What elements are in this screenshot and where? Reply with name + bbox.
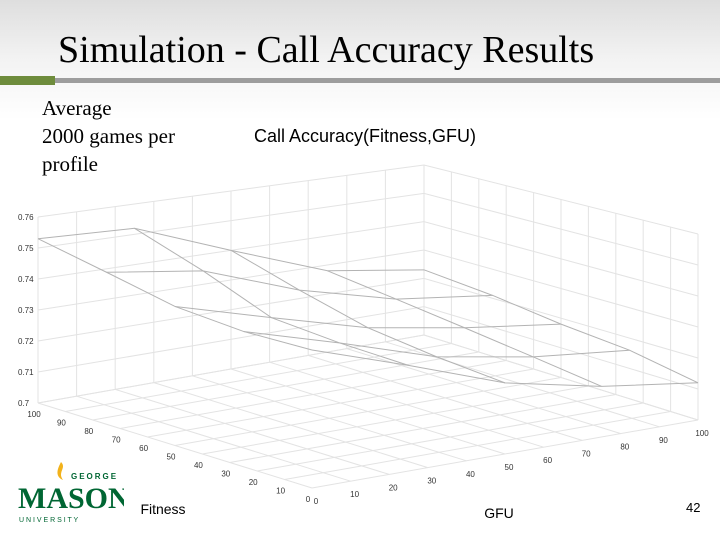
grid-line-horizontal xyxy=(37,192,699,266)
y-tick-label: 40 xyxy=(466,470,475,479)
grid-line-floor xyxy=(230,368,506,455)
logo-university-text: U N I V E R S I T Y xyxy=(19,517,78,524)
grid-line-floor xyxy=(147,368,534,438)
grid-line-floor xyxy=(65,343,452,412)
chart-title: Call Accuracy(Fitness,GFU) xyxy=(254,126,476,146)
average-note-line-3: profile xyxy=(42,152,98,176)
title-rule-accent xyxy=(0,76,55,85)
z-tick-label: 0.75 xyxy=(18,244,34,253)
x-axis-label: Fitness xyxy=(140,501,185,517)
x-tick-label: 90 xyxy=(57,419,66,428)
x-tick-label: 50 xyxy=(167,453,176,462)
average-note-line-1: Average xyxy=(42,96,112,120)
y-tick-label: 100 xyxy=(695,429,709,438)
y-tick-label: 10 xyxy=(350,490,359,499)
average-note: Average 2000 games per profile xyxy=(42,94,175,178)
x-tick-label: 20 xyxy=(249,478,258,487)
y-tick-label: 70 xyxy=(582,449,591,458)
z-tick-label: 0.7 xyxy=(18,399,30,408)
surface-line-fitness xyxy=(106,270,493,300)
grid-line-floor xyxy=(120,360,507,429)
z-tick-label: 0.76 xyxy=(18,213,34,222)
z-tick-label: 0.71 xyxy=(18,368,34,377)
surface-mesh xyxy=(37,227,699,387)
x-tick-label: 100 xyxy=(27,410,41,419)
title-rule xyxy=(55,78,720,83)
z-tick-label: 0.72 xyxy=(18,337,34,346)
surface-line-gfu xyxy=(327,270,602,387)
x-tick-label: 10 xyxy=(276,487,285,496)
logo-george-text: GEORGE xyxy=(71,472,118,481)
grid-line-floor xyxy=(308,354,583,441)
surface-line-fitness xyxy=(243,330,630,358)
grid-line-horizontal xyxy=(37,221,699,297)
x-tick-label: 80 xyxy=(84,427,93,436)
slide-title: Simulation - Call Accuracy Results xyxy=(58,29,595,71)
page-number: 42 xyxy=(686,500,701,515)
surface-line-gfu xyxy=(37,238,313,351)
grid-line-horizontal xyxy=(37,334,699,421)
x-tick-label: 70 xyxy=(112,436,121,445)
average-note-line-2: 2000 games per xyxy=(42,124,175,148)
z-tick-label: 0.73 xyxy=(18,306,34,315)
surface-line-gfu xyxy=(423,269,699,384)
grid-line-horizontal xyxy=(37,306,699,390)
george-mason-logo: GEORGE MASON U N I V E R S I T Y xyxy=(18,462,124,524)
grid-line-horizontal xyxy=(37,164,699,235)
surface-line-gfu xyxy=(134,227,409,366)
logo-mason-text: MASON xyxy=(18,482,124,515)
grid-line-horizontal xyxy=(37,277,699,359)
grid-line-floor xyxy=(269,361,544,448)
grid-line-floor xyxy=(92,351,479,421)
x-tick-label: 40 xyxy=(194,461,203,470)
surface-line-gfu xyxy=(230,249,506,384)
y-tick-label: 60 xyxy=(543,456,552,465)
y-axis-label: GFU xyxy=(484,505,514,521)
logo-torch-flame xyxy=(57,462,63,480)
y-tick-label: 30 xyxy=(427,477,436,486)
x-tick-label: 30 xyxy=(221,470,230,479)
y-tick-label: 0 xyxy=(314,497,319,506)
z-tick-label: 0.74 xyxy=(18,275,34,284)
y-tick-label: 50 xyxy=(505,463,514,472)
grid-line-floor xyxy=(423,334,699,421)
y-tick-label: 90 xyxy=(659,436,668,445)
chart-grid xyxy=(37,164,699,489)
axis-ticks: 0.7 0.71 0.72 0.73 0.74 0.75 0.76 0 10 20 30 40 50 60… xyxy=(18,213,709,506)
y-tick-label: 80 xyxy=(620,443,629,452)
x-tick-label: 60 xyxy=(139,444,148,453)
y-tick-label: 20 xyxy=(389,483,398,492)
grid-line-horizontal xyxy=(37,249,699,328)
x-tick-label: 0 xyxy=(306,495,311,504)
